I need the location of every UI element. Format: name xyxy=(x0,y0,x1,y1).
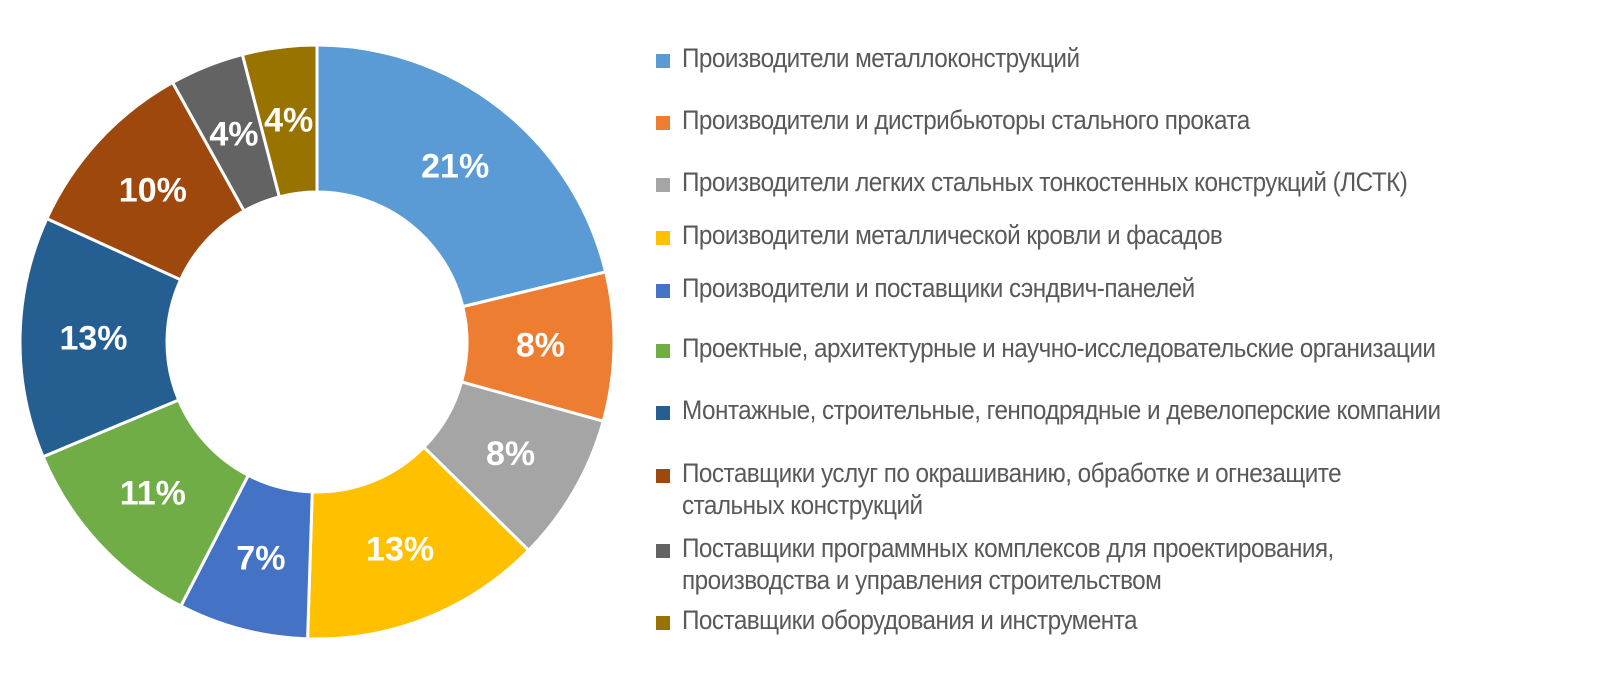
slice-data-label: 4% xyxy=(209,116,258,154)
legend-label: Монтажные, строительные, генподрядные и … xyxy=(682,395,1441,425)
donut-slice xyxy=(306,445,531,641)
legend-swatch xyxy=(656,231,670,245)
slice-data-label: 10% xyxy=(119,171,187,209)
legend-label: Производители и дистрибьюторы стального … xyxy=(682,105,1250,135)
slice-data-label: 8% xyxy=(516,327,565,365)
legend-swatch xyxy=(656,406,670,420)
slice-data-label: 13% xyxy=(366,530,434,568)
slice-data-label: 11% xyxy=(120,475,186,513)
legend-swatch xyxy=(656,54,670,68)
legend-swatch xyxy=(656,284,670,298)
slice-data-label: 4% xyxy=(264,101,313,139)
legend-label: Производители легких стальных тонкостенн… xyxy=(682,167,1408,197)
donut-chart-svg: 21% 8% 8% 13% 7% 11% 13% 10% 4% 4% xyxy=(18,43,616,641)
legend-swatch xyxy=(656,616,670,630)
donut-chart: 21% 8% 8% 13% 7% 11% 13% 10% 4% 4% xyxy=(0,0,640,700)
legend-label: Производители и поставщики сэндвич-панел… xyxy=(682,273,1195,303)
legend-item: Проектные, архитектурные и научно-исслед… xyxy=(656,332,1600,364)
legend-item: Поставщики оборудования и инструмента xyxy=(656,604,1600,636)
slice-data-label: 7% xyxy=(236,539,285,577)
legend-item: Монтажные, строительные, генподрядные и … xyxy=(656,394,1600,426)
legend-label: Проектные, архитектурные и научно-исслед… xyxy=(682,333,1436,363)
legend-item: Производители металлоконструкций xyxy=(656,42,1600,74)
legend-swatch xyxy=(656,469,670,483)
legend-swatch xyxy=(656,178,670,192)
legend-label: Поставщики услуг по окрашиванию, обработ… xyxy=(682,458,1342,520)
legend-item: Производители легких стальных тонкостенн… xyxy=(656,166,1600,198)
legend-swatch xyxy=(656,544,670,558)
legend-item: Производители и дистрибьюторы стального … xyxy=(656,104,1600,136)
donut-slice xyxy=(315,43,608,309)
legend-label: Производители металлической кровли и фас… xyxy=(682,220,1223,250)
legend-label: Поставщики оборудования и инструмента xyxy=(682,605,1138,635)
slice-data-label: 8% xyxy=(486,435,535,473)
slice-data-label: 21% xyxy=(421,147,489,185)
legend-label: Поставщики программных комплексов для пр… xyxy=(682,533,1334,595)
legend-item: Поставщики программных комплексов для пр… xyxy=(656,532,1600,596)
legend-item: Поставщики услуг по окрашиванию, обработ… xyxy=(656,457,1600,521)
legend-item: Производители металлической кровли и фас… xyxy=(656,219,1600,251)
slice-data-label: 13% xyxy=(59,319,127,357)
legend-swatch xyxy=(656,116,670,130)
donut-slice xyxy=(240,43,319,199)
legend-swatch xyxy=(656,344,670,358)
donut-slice xyxy=(18,216,183,459)
legend-item: Производители и поставщики сэндвич-панел… xyxy=(656,272,1600,304)
legend-label: Производители металлоконструкций xyxy=(682,43,1080,73)
